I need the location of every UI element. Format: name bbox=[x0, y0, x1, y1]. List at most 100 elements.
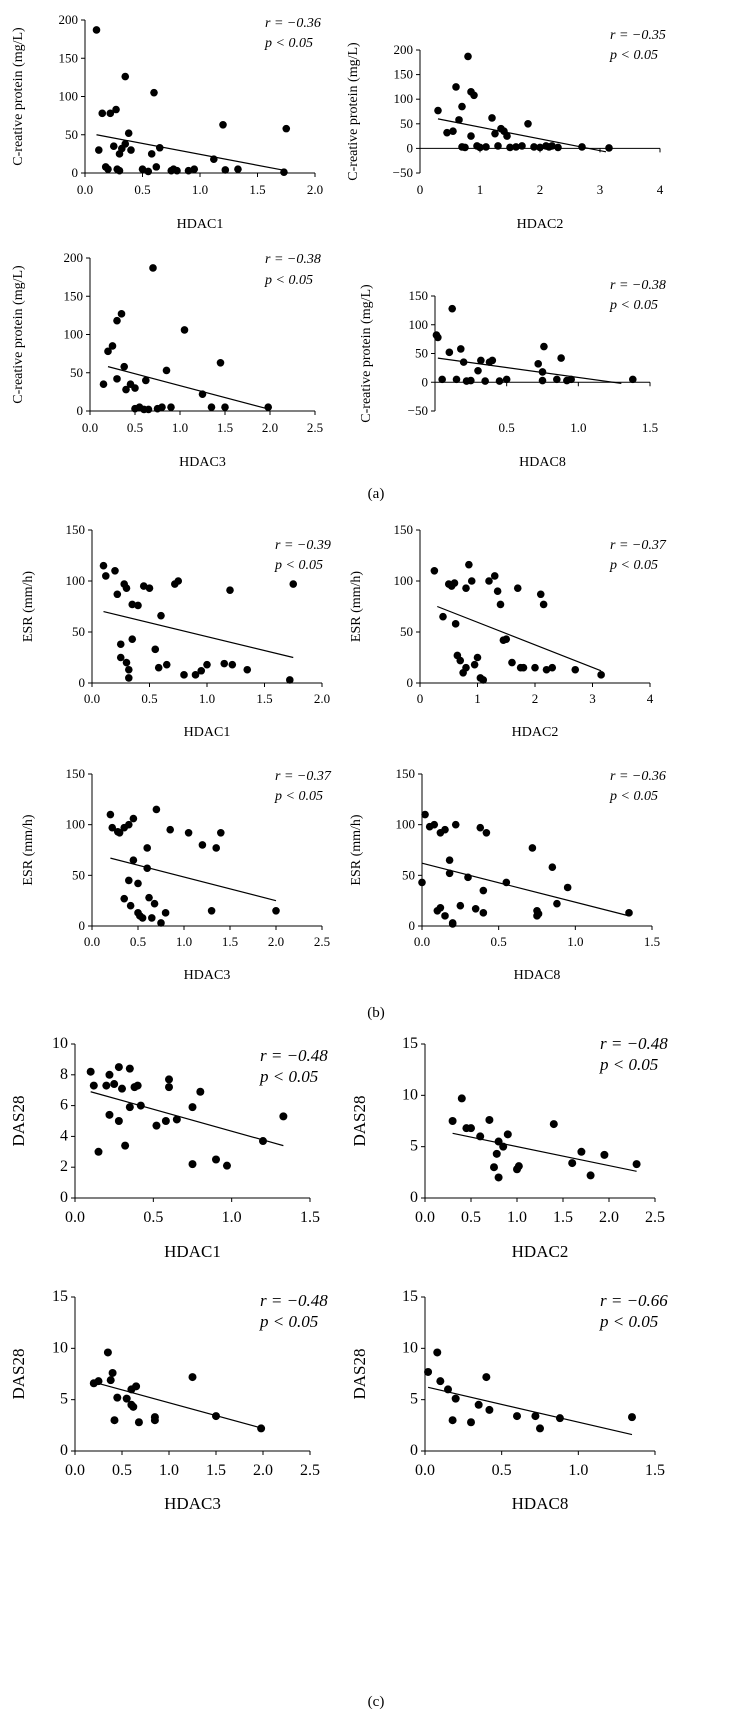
y-tick-label: 15 bbox=[402, 1035, 418, 1052]
data-point bbox=[92, 26, 101, 34]
r-value-annotation: r = −0.48 bbox=[600, 1034, 668, 1053]
data-point bbox=[121, 140, 130, 148]
data-point bbox=[139, 582, 148, 590]
data-point bbox=[165, 1083, 173, 1092]
data-point bbox=[203, 660, 211, 669]
data-point bbox=[106, 810, 115, 819]
data-point bbox=[502, 375, 511, 384]
data-point bbox=[113, 1393, 122, 1402]
data-point bbox=[476, 143, 484, 152]
x-tick-label: 0.5 bbox=[112, 1462, 132, 1479]
y-tick-label: 150 bbox=[396, 766, 416, 781]
data-point bbox=[444, 1385, 452, 1394]
x-tick-label: 1.0 bbox=[159, 1462, 179, 1479]
y-tick-label: 0 bbox=[407, 675, 414, 690]
data-point bbox=[210, 155, 218, 164]
data-point bbox=[542, 665, 551, 674]
data-point bbox=[451, 1394, 460, 1403]
y-tick-label: 5 bbox=[410, 1391, 418, 1408]
x-tick-label: 2.5 bbox=[300, 1462, 320, 1479]
data-point bbox=[257, 1424, 266, 1433]
x-axis-title: HDAC3 bbox=[184, 968, 231, 983]
data-point bbox=[152, 805, 161, 814]
y-tick-label: 150 bbox=[64, 288, 84, 303]
data-point bbox=[217, 828, 225, 837]
y-tick-label: 50 bbox=[65, 127, 78, 142]
data-point bbox=[467, 1124, 475, 1133]
chart-c2: 0 5 10 15 0.0 0.5 1.0 1.5 2.0 2.5 HDAC2 DAS28 r = −0… bbox=[350, 1034, 668, 1261]
data-point bbox=[449, 127, 457, 135]
data-point bbox=[470, 660, 479, 669]
data-point bbox=[476, 823, 485, 832]
y-axis-title: C-reative protein (mg/L) bbox=[359, 284, 374, 423]
data-point bbox=[488, 356, 497, 365]
x-tick-label: 1.5 bbox=[249, 182, 265, 197]
x-tick-label: 0.5 bbox=[130, 934, 146, 949]
x-tick-label: 2.0 bbox=[314, 691, 330, 706]
chart-c4: 0 5 10 15 0.0 0.5 1.0 1.5 HDAC8 DAS28 r = −0.66 p <… bbox=[350, 1288, 668, 1513]
data-point bbox=[467, 1418, 475, 1427]
y-tick-label: 15 bbox=[52, 1288, 68, 1305]
trend-line bbox=[107, 366, 271, 411]
data-point bbox=[122, 658, 131, 667]
p-value-annotation: p < 0.05 bbox=[599, 1312, 658, 1331]
data-point bbox=[149, 264, 157, 272]
x-tick-label: 0.0 bbox=[65, 1462, 85, 1479]
r-value-annotation: r = −0.35 bbox=[610, 28, 666, 43]
y-tick-label: 200 bbox=[64, 250, 84, 265]
data-point bbox=[104, 347, 112, 356]
y-tick-label: 0 bbox=[410, 1442, 418, 1459]
data-point bbox=[430, 567, 439, 575]
data-point bbox=[455, 116, 463, 124]
data-point bbox=[438, 375, 446, 384]
data-point bbox=[190, 165, 199, 173]
x-tick-label: 1.5 bbox=[642, 420, 658, 435]
data-point bbox=[114, 1063, 123, 1072]
y-axis-title: ESR (mm/h) bbox=[21, 571, 36, 643]
data-point bbox=[485, 1115, 494, 1124]
data-point bbox=[485, 577, 493, 585]
r-value-annotation: r = −0.38 bbox=[265, 252, 321, 267]
data-point bbox=[577, 1147, 586, 1156]
data-point bbox=[456, 901, 465, 910]
p-value-annotation: p < 0.05 bbox=[274, 558, 323, 573]
y-tick-label: 0 bbox=[79, 675, 86, 690]
data-point bbox=[143, 844, 151, 852]
y-tick-label: 50 bbox=[402, 867, 415, 882]
y-axis-title: DAS28 bbox=[9, 1095, 28, 1146]
data-point bbox=[553, 375, 561, 384]
data-point bbox=[162, 366, 171, 375]
data-point bbox=[99, 380, 108, 389]
y-tick-label: 100 bbox=[59, 89, 79, 104]
data-point bbox=[494, 142, 502, 150]
data-point bbox=[597, 671, 605, 679]
x-tick-label: 1.0 bbox=[172, 420, 188, 435]
data-point bbox=[102, 1081, 111, 1090]
y-axis-title: C-reative protein (mg/L) bbox=[11, 27, 26, 166]
p-value-annotation: p < 0.05 bbox=[609, 298, 658, 313]
data-point bbox=[128, 600, 137, 609]
data-point bbox=[536, 143, 544, 152]
data-point bbox=[534, 360, 542, 368]
data-point bbox=[152, 1121, 161, 1130]
data-point bbox=[198, 390, 207, 398]
x-tick-label: 3 bbox=[589, 691, 596, 706]
x-tick-label: 1.0 bbox=[507, 1209, 527, 1226]
data-point bbox=[228, 660, 237, 669]
data-point bbox=[548, 663, 557, 672]
data-point bbox=[188, 1373, 197, 1382]
data-point bbox=[421, 810, 429, 819]
trend-line bbox=[110, 857, 277, 902]
data-point bbox=[172, 1115, 181, 1124]
data-point bbox=[605, 144, 613, 152]
r-value-annotation: r = −0.37 bbox=[610, 538, 667, 553]
data-point bbox=[600, 1150, 609, 1159]
y-tick-label: 0 bbox=[77, 403, 84, 418]
x-axis-title: HDAC8 bbox=[514, 968, 561, 983]
data-point bbox=[191, 671, 200, 679]
data-point bbox=[125, 820, 133, 829]
data-point bbox=[207, 403, 216, 411]
data-point bbox=[433, 1348, 442, 1357]
